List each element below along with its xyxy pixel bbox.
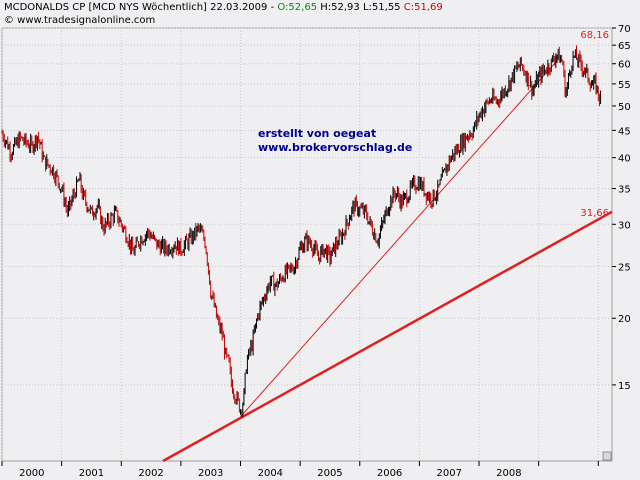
y-tick-label: 30 [618, 220, 631, 231]
y-tick-label: 50 [618, 102, 631, 113]
x-tick-label: 2008 [496, 468, 521, 479]
header-close: C:51,69 [403, 2, 443, 13]
x-tick-label: 2003 [198, 468, 223, 479]
y-tick-label: 15 [618, 381, 631, 392]
trendline [162, 210, 613, 463]
x-tick-label: 2000 [19, 468, 44, 479]
header-high: H:52,93 [320, 2, 360, 13]
trendline [238, 59, 559, 419]
header-low: L:51,55 [362, 2, 401, 13]
y-tick-label: 45 [618, 126, 631, 137]
y-tick-label: 40 [618, 154, 631, 165]
y-tick-label: 35 [618, 185, 631, 196]
watermark-url: www.brokervorschlag.de [258, 141, 413, 154]
x-tick-label: 2007 [436, 468, 461, 479]
chart-header: MCDONALDS CP [MCD NYS Wöchentlich] 22.03… [4, 2, 443, 13]
level-label: 68,16 [580, 30, 609, 41]
y-tick-label: 65 [618, 41, 631, 52]
watermark-author: erstellt von oegeat [258, 127, 377, 140]
level-label: 31,66 [580, 208, 609, 219]
x-tick-label: 2006 [377, 468, 402, 479]
y-tick-label: 70 [618, 24, 631, 35]
site-credit: © www.tradesignalonline.com [4, 15, 156, 26]
header-open: O:52,65 [277, 2, 318, 13]
resize-grip [602, 451, 612, 461]
y-tick-label: 20 [618, 314, 631, 325]
x-tick-label: 2005 [317, 468, 342, 479]
header-title: MCDONALDS CP [MCD NYS Wöchentlich] 22.03… [4, 2, 278, 13]
x-tick-label: 2004 [258, 468, 283, 479]
y-tick-label: 25 [618, 263, 631, 274]
y-tick-label: 60 [618, 60, 631, 71]
x-tick-label: 2002 [138, 468, 163, 479]
x-tick-label: 2001 [79, 468, 104, 479]
y-tick-label: 55 [618, 80, 631, 91]
